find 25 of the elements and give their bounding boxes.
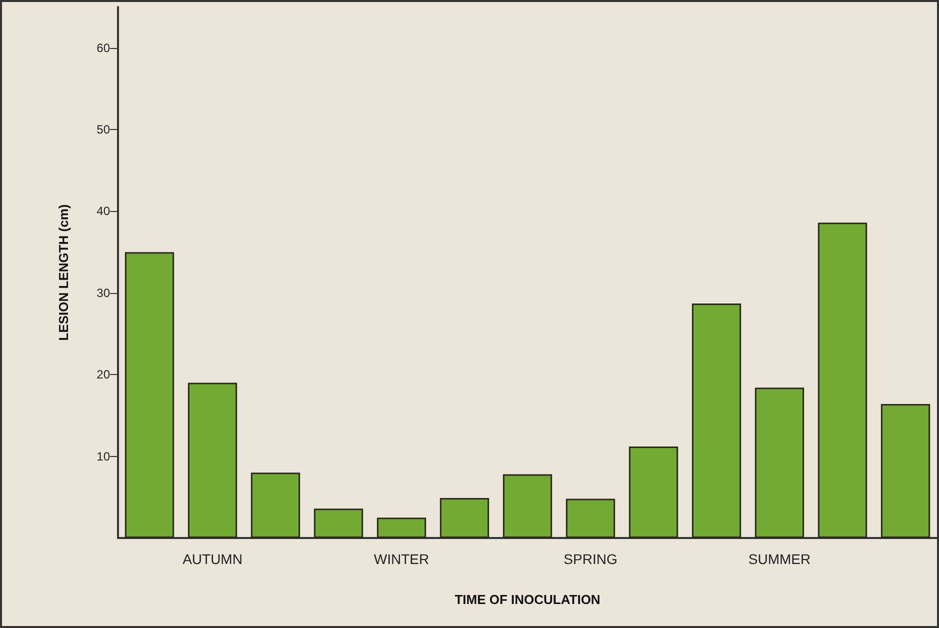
bar: [314, 508, 364, 538]
bar: [250, 472, 300, 538]
y-tick-label: 10: [96, 449, 110, 464]
bar: [880, 404, 930, 538]
bar: [754, 388, 804, 538]
bar: [440, 498, 490, 538]
bar: [124, 252, 174, 538]
bar: [692, 304, 742, 538]
x-tick-label: SUMMER: [748, 551, 811, 567]
x-tick-label: SPRING: [564, 551, 618, 567]
y-tick-label: 50: [96, 122, 110, 137]
x-tick-label: AUTUMN: [182, 551, 242, 567]
y-axis-title: LESION LENGTH (cm): [56, 204, 71, 341]
y-tick-label: 20: [96, 368, 110, 382]
bar: [188, 382, 238, 538]
x-tick-label: WINTER: [374, 551, 430, 567]
bar: [628, 446, 678, 538]
y-tick-label: 60: [96, 40, 110, 55]
bar: [818, 222, 868, 538]
bar: [376, 518, 426, 538]
y-tick-label: 40: [96, 204, 110, 218]
x-axis-title: TIME OF INOCULATION: [454, 592, 600, 607]
y-tick-label: 30: [96, 286, 110, 300]
bar: [566, 498, 616, 538]
bar: [502, 474, 552, 538]
